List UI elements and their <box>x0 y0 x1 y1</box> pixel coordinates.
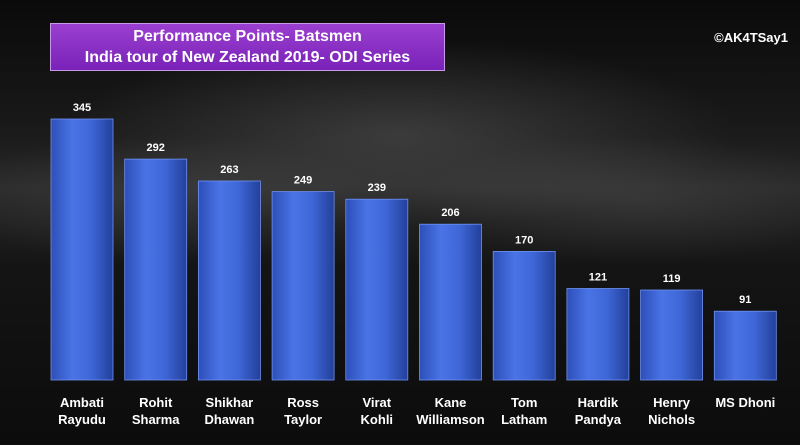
bars-layer <box>50 118 777 381</box>
bar-9 <box>713 310 777 381</box>
chart-title-line-1: Performance Points- Batsmen <box>133 28 362 45</box>
category-label-6: Tom Latham <box>501 395 547 427</box>
bar-0 <box>50 118 114 381</box>
value-label-3: 249 <box>294 175 312 187</box>
value-label-2: 263 <box>220 164 238 176</box>
category-label-2: Shikhar Dhawan <box>204 395 254 427</box>
bar-3 <box>271 191 335 381</box>
credit-text: ©AK4TSay1 <box>714 30 788 45</box>
bar-2 <box>197 180 261 381</box>
value-label-1: 292 <box>147 142 165 154</box>
category-label-7: Hardik Pandya <box>575 395 622 427</box>
bar-8 <box>640 289 703 381</box>
bar-6 <box>492 250 556 381</box>
value-label-5: 206 <box>441 207 459 219</box>
labels-layer: 345 Ambati Rayudu 292 Rohit Sharma 263 Shikhar D… <box>58 102 775 427</box>
value-label-0: 345 <box>73 102 91 114</box>
value-label-6: 170 <box>515 234 533 246</box>
chart-title-box: Performance Points- Batsmen India tour o… <box>50 23 445 71</box>
category-label-5: Kane Williamson <box>416 395 485 427</box>
bar-4 <box>345 198 409 381</box>
category-label-4: Virat Kohli <box>361 395 394 427</box>
bar-7 <box>566 288 630 381</box>
value-label-7: 121 <box>589 272 607 284</box>
category-label-3: Ross Taylor <box>284 395 322 427</box>
value-label-4: 239 <box>368 182 386 194</box>
category-label-8: Henry Nichols <box>648 395 695 427</box>
value-label-8: 119 <box>663 273 681 285</box>
bar-1 <box>124 158 188 381</box>
value-label-9: 91 <box>739 294 751 306</box>
bar-5 <box>419 223 482 381</box>
chart-title-line-2: India tour of New Zealand 2019- ODI Seri… <box>84 49 411 66</box>
category-label-0: Ambati Rayudu <box>58 395 106 427</box>
category-label-1: Rohit Sharma <box>132 395 180 427</box>
category-label-9: MS Dhoni <box>715 395 775 410</box>
